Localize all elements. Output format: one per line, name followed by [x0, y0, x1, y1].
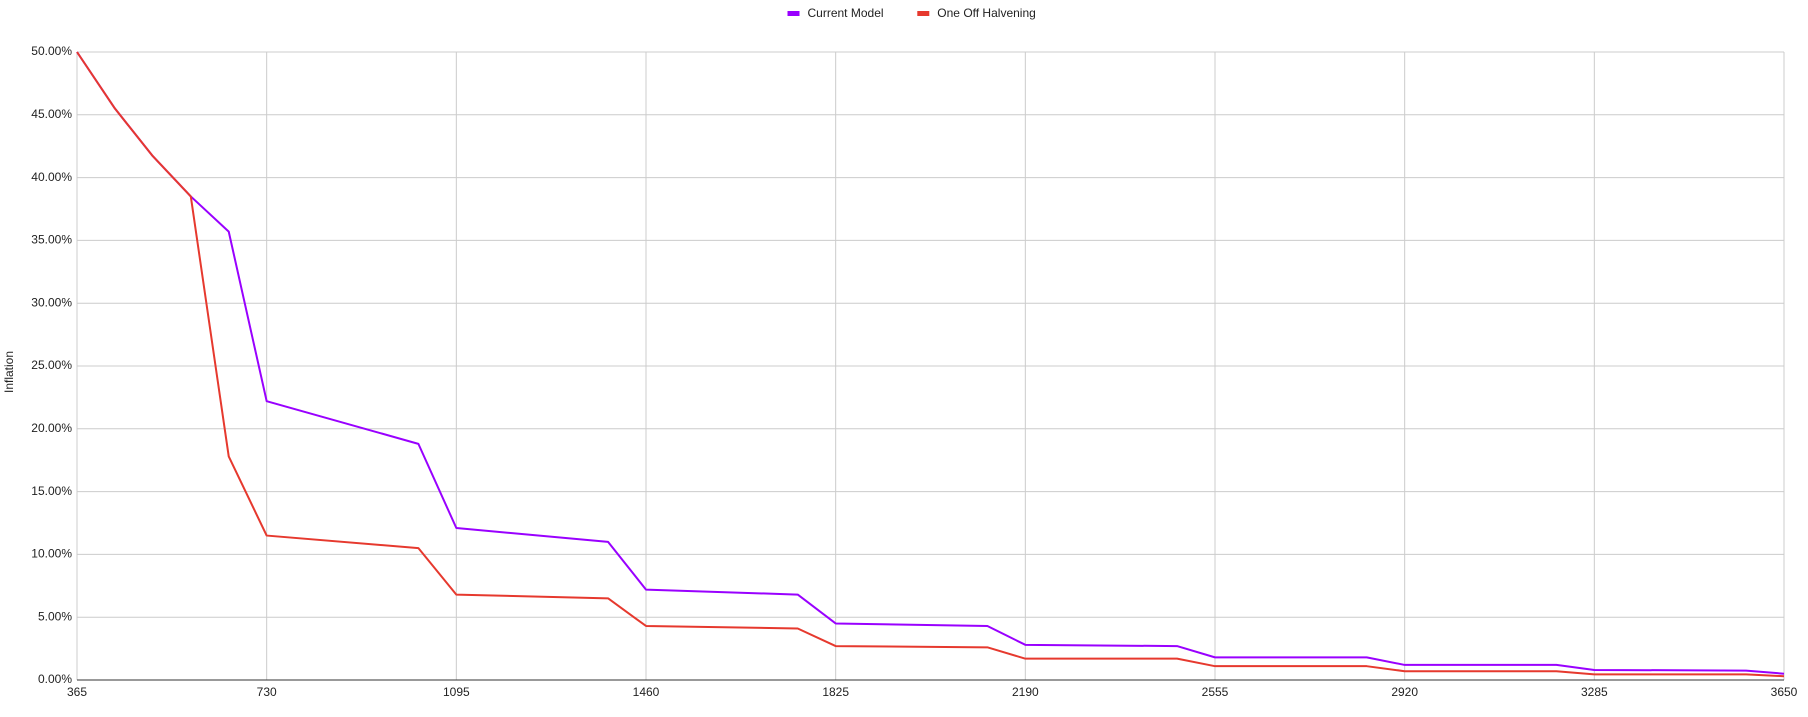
x-tick-label: 1825: [822, 685, 849, 699]
y-tick-label: 10.00%: [31, 547, 72, 561]
x-tick-label: 730: [257, 685, 277, 699]
x-tick-label: 2190: [1012, 685, 1039, 699]
y-tick-label: 50.00%: [31, 44, 72, 58]
legend-label: Current Model: [808, 6, 884, 20]
y-tick-label: 45.00%: [31, 107, 72, 121]
y-tick-label: 20.00%: [31, 421, 72, 435]
legend-label: One Off Halvening: [937, 6, 1036, 20]
legend-swatch: [787, 11, 800, 16]
series-line: [76, 51, 1785, 675]
y-tick-label: 30.00%: [31, 295, 72, 309]
y-tick-label: 15.00%: [31, 484, 72, 498]
y-tick-label: 5.00%: [38, 609, 72, 623]
y-tick-label: 0.00%: [38, 672, 72, 686]
x-tick-label: 2555: [1202, 685, 1229, 699]
series-line: [76, 51, 1785, 678]
x-tick-label: 2920: [1391, 685, 1418, 699]
x-tick-label: 365: [67, 685, 87, 699]
x-tick-label: 1460: [633, 685, 660, 699]
x-tick-label: 3650: [1771, 685, 1798, 699]
x-tick-label: 1095: [443, 685, 470, 699]
y-tick-label: 35.00%: [31, 233, 72, 247]
legend-swatch: [917, 11, 930, 16]
x-tick-label: 3285: [1581, 685, 1608, 699]
y-tick-label: 25.00%: [31, 358, 72, 372]
y-tick-label: 40.00%: [31, 170, 72, 184]
y-axis-label: Inflation: [2, 351, 16, 393]
